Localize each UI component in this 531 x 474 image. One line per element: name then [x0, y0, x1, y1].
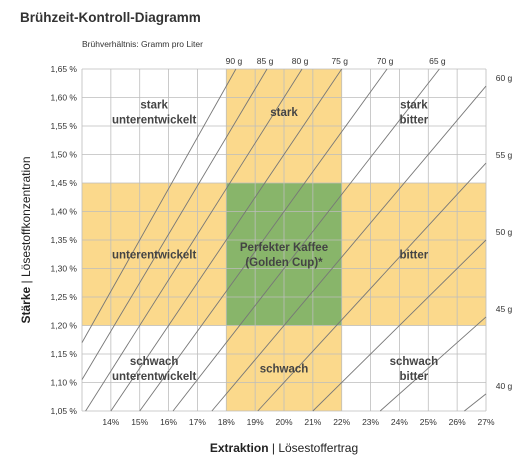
x-tick-label: 15%: [131, 417, 148, 427]
region-label-line: unterentwickelt: [112, 114, 197, 126]
region-label-line: stark: [140, 99, 168, 111]
y-axis-label-rest: | Lösestoffkonzentration: [19, 156, 33, 286]
region-label: schwach: [260, 363, 309, 375]
y-tick-label: 1,05 %: [51, 406, 78, 416]
region-label-line: schwach: [390, 356, 439, 368]
y-tick-label: 1,15 %: [51, 349, 78, 359]
x-axis-label: Extraktion | Lösestoffertrag: [210, 441, 358, 455]
region-label-line: unterentwickelt: [112, 249, 197, 261]
region-label-line: Perfekter Kaffee: [240, 242, 328, 254]
y-tick-label: 1,10 %: [51, 378, 78, 388]
x-axis-label-rest: | Lösestoffertrag: [269, 441, 359, 455]
y-tick-label: 1,25 %: [51, 292, 78, 302]
y-tick-label: 1,45 %: [51, 178, 78, 188]
region-label: stark bitter: [399, 99, 428, 126]
brew-ratio-label: 65 g: [429, 56, 446, 66]
brew-ratio-label: 75 g: [331, 56, 348, 66]
brew-ratio-line: [81, 68, 237, 343]
x-tick-label: 21%: [304, 417, 321, 427]
brew-ratio-line: [85, 68, 303, 412]
x-tick-label: 18%: [218, 417, 235, 427]
region-label: bitter: [399, 249, 428, 261]
y-tick-label: 1,55 %: [51, 121, 78, 131]
region-label-line: unterentwickelt: [112, 371, 197, 383]
region-label-line: (Golden Cup)*: [245, 257, 323, 269]
brew-ratio-line: [110, 68, 343, 412]
brew-ratio-label: 80 g: [292, 56, 309, 66]
brew-ratio-line: [257, 162, 487, 412]
brew-ratio-label: 60 g: [496, 73, 513, 83]
x-tick-label: 20%: [275, 417, 292, 427]
y-axis-label: Stärke | Lösestoffkonzentration: [19, 156, 33, 323]
y-tick-label: 1,30 %: [51, 264, 78, 274]
x-tick-label: 14%: [102, 417, 119, 427]
brew-ratio-line: [379, 316, 487, 412]
region-label-line: stark: [400, 99, 428, 111]
x-tick-label: 16%: [160, 417, 177, 427]
region-label-line: bitter: [399, 371, 428, 383]
chart-title: Brühzeit-Kontroll-Diagramm: [20, 10, 201, 25]
y-tick-label: 1,35 %: [51, 235, 78, 245]
region-label: stark unterentwickelt: [112, 99, 197, 126]
x-tick-label: 17%: [189, 417, 206, 427]
brew-ratio-line: [139, 68, 388, 412]
region-label-line: stark: [270, 107, 298, 119]
y-tick-label: 1,60 %: [51, 93, 78, 103]
y-axis-label-bold: Stärke: [19, 286, 33, 323]
brew-ratio-label: 50 g: [496, 227, 513, 237]
brew-ratio-line: [81, 68, 268, 380]
region-label-line: bitter: [399, 249, 428, 261]
brew-ratio-line: [464, 393, 487, 412]
y-tick-label: 1,40 %: [51, 207, 78, 217]
brew-ratio-line: [172, 68, 440, 412]
region-label-line: bitter: [399, 114, 428, 126]
x-tick-label: 23%: [362, 417, 379, 427]
brew-ratio-label: 40 g: [496, 381, 513, 391]
y-tick-label: 1,50 %: [51, 150, 78, 160]
region-label: Perfekter Kaffee (Golden Cup)*: [240, 242, 328, 269]
y-tick-label: 1,65 %: [51, 64, 78, 74]
y-tick-label: 1,20 %: [51, 321, 78, 331]
brew-ratio-caption: Brühverhältnis: Gramm pro Liter: [82, 39, 203, 49]
x-tick-label: 25%: [420, 417, 437, 427]
brew-ratio-label: 70 g: [377, 56, 394, 66]
x-tick-label: 19%: [247, 417, 264, 427]
label-layer: 14% 15% 16% 17% 18% 19% 20% 21% 22% 23% 24% 25% 26% 2…: [51, 56, 513, 427]
x-tick-label: 24%: [391, 417, 408, 427]
brew-ratio-line: [211, 85, 487, 412]
brew-ratio-label: 85 g: [257, 56, 274, 66]
brew-ratio-lines: [81, 68, 487, 412]
region-label-line: schwach: [260, 363, 309, 375]
region-label: stark: [270, 107, 298, 119]
brew-ratio-label: 45 g: [496, 304, 513, 314]
region-label: schwach unterentwickelt: [112, 356, 197, 383]
brew-ratio-label: 55 g: [496, 150, 513, 160]
region-label-line: schwach: [130, 356, 179, 368]
region-label: unterentwickelt: [112, 249, 197, 261]
brew-ratio-line: [312, 239, 487, 412]
region-label: schwach bitter: [390, 356, 439, 383]
brew-ratio-label: 90 g: [226, 56, 243, 66]
grid-layer: [81, 68, 487, 412]
x-tick-label: 26%: [449, 417, 466, 427]
x-axis-label-bold: Extraktion: [210, 441, 269, 455]
x-tick-label: 27%: [477, 417, 494, 427]
x-tick-label: 22%: [333, 417, 350, 427]
